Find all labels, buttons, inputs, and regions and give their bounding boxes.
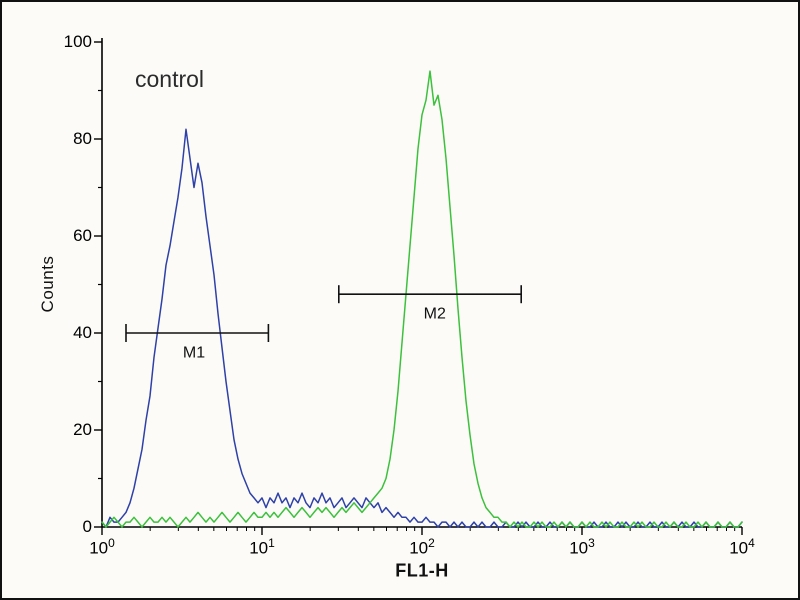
curve-blue: [101, 128, 743, 528]
x-tick-label: 104: [729, 536, 755, 558]
x-axis-title: FL1-H: [395, 560, 449, 581]
x-tick-label: 103: [569, 536, 595, 558]
y-tick-label: 40: [73, 323, 92, 343]
y-axis-title: Counts: [38, 255, 57, 313]
plot-annotation-control: control: [135, 66, 205, 92]
y-tick-label: 20: [73, 420, 92, 440]
x-tick-label: 102: [409, 536, 435, 558]
y-tick-label: 100: [63, 32, 92, 52]
curve-green: [101, 70, 743, 528]
y-tick-label: 80: [73, 129, 92, 149]
x-tick-label: 101: [249, 536, 275, 558]
marker-label-m1: M1: [183, 344, 205, 361]
y-tick-label: 0: [82, 517, 92, 537]
marker-label-m2: M2: [424, 305, 446, 322]
x-tick-label: 100: [89, 536, 115, 558]
y-tick-label: 60: [73, 226, 92, 246]
